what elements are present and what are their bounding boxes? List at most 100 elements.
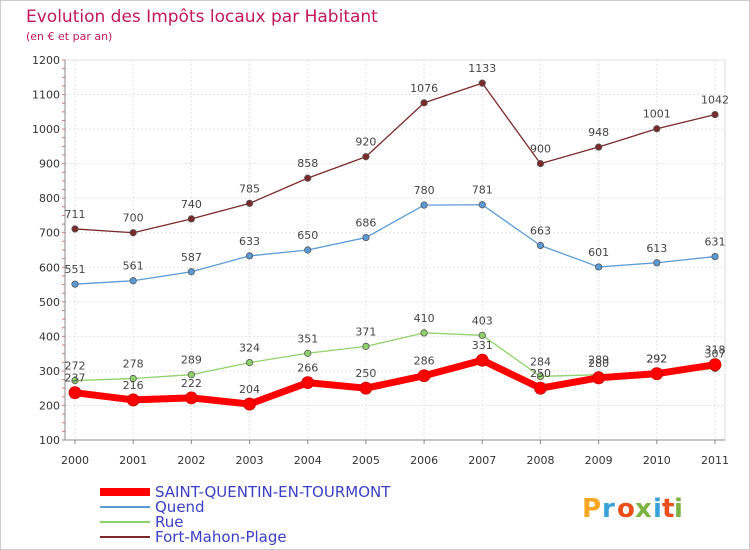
data-label: 278 [123, 358, 144, 371]
data-point [711, 110, 719, 119]
data-label: 633 [239, 235, 260, 248]
x-tick-label: 2007 [468, 454, 496, 467]
legend-label: Fort-Mahon-Plage [155, 528, 287, 546]
data-label: 663 [530, 225, 551, 238]
data-point [362, 153, 370, 161]
data-label: 650 [297, 229, 318, 242]
data-label: 351 [297, 332, 318, 345]
data-label: 250 [530, 367, 551, 380]
data-label: 601 [588, 246, 609, 259]
data-label: 204 [239, 383, 260, 396]
series-line [74, 204, 716, 285]
data-label: 403 [472, 314, 493, 327]
data-point [420, 201, 428, 209]
data-point [245, 199, 254, 207]
y-tick-label: 700 [39, 227, 60, 240]
data-point [129, 277, 137, 285]
x-tick-label: 2010 [643, 454, 671, 467]
data-label: 292 [646, 353, 667, 366]
data-label: 371 [355, 325, 376, 338]
logo-letter: P [582, 494, 601, 524]
data-point [536, 160, 545, 168]
x-tick-label: 2006 [410, 454, 438, 467]
data-point [478, 79, 486, 87]
y-tick-label: 400 [39, 330, 60, 343]
series-quend: 551 561 587 633 650 686 780 781 663 601 613 631 [65, 184, 726, 288]
data-label: 1076 [410, 82, 438, 95]
data-label: 324 [239, 342, 260, 355]
axes: 100 200 300 400 500 600 700 800 900 1000 1100 1200 2… [32, 54, 729, 467]
series-fort-mahon-plage: 711 700 740 785 858 920 1076 1133 900 948 1001 1042 [65, 62, 729, 237]
data-point [245, 359, 254, 367]
data-label: 292 [646, 353, 667, 366]
data-point [301, 376, 315, 390]
logo-letter: i [653, 494, 662, 524]
data-point [475, 353, 489, 367]
data-point [187, 371, 195, 379]
data-label: 587 [181, 251, 202, 264]
data-label: 410 [414, 312, 435, 325]
data-point [708, 358, 722, 372]
data-label: 561 [123, 260, 144, 273]
data-point [362, 342, 370, 350]
data-point [595, 143, 603, 151]
y-tick-label: 100 [39, 434, 60, 447]
y-tick-label: 300 [39, 365, 60, 378]
data-label: 686 [355, 217, 376, 230]
data-point [187, 215, 195, 223]
legend: SAINT-QUENTIN-EN-TOURMONTQuendRueFort-Ma… [100, 483, 391, 546]
data-label: 216 [123, 379, 144, 392]
legend-label: Rue [155, 513, 183, 531]
data-label: 289 [181, 354, 202, 367]
data-label: 740 [181, 198, 202, 211]
data-label: 613 [646, 242, 667, 255]
data-point [71, 280, 79, 288]
chart-subtitle: (en € et par an) [26, 30, 112, 43]
data-label: 785 [239, 182, 260, 195]
y-tick-label: 1200 [32, 54, 60, 67]
data-point [417, 369, 431, 383]
data-label: 250 [355, 367, 376, 380]
y-tick-label: 500 [39, 296, 60, 309]
data-point [126, 393, 140, 407]
y-tick-label: 600 [39, 261, 60, 274]
data-label: 272 [65, 360, 86, 373]
x-tick-label: 2004 [294, 454, 322, 467]
data-label: 280 [588, 357, 609, 370]
x-tick-label: 2002 [177, 454, 205, 467]
legend-label: Quend [155, 498, 205, 516]
x-tick-label: 2008 [526, 454, 554, 467]
y-tick-label: 1100 [32, 89, 60, 102]
y-tick-label: 1000 [32, 123, 60, 136]
logo-letter: r [602, 494, 615, 524]
data-label: 237 [65, 372, 86, 385]
data-label: 948 [588, 126, 609, 139]
data-label: 631 [705, 236, 726, 249]
y-tick-label: 900 [39, 158, 60, 171]
x-tick-label: 2005 [352, 454, 380, 467]
data-label: 318 [705, 344, 726, 357]
data-label: 900 [530, 143, 551, 156]
x-tick-label: 2001 [119, 454, 147, 467]
data-label: 222 [181, 377, 202, 390]
data-label: 284 [530, 355, 551, 368]
data-label: 858 [297, 157, 318, 170]
data-label: 920 [355, 136, 376, 149]
data-point [245, 252, 254, 260]
data-label: 307 [705, 347, 726, 360]
data-point [711, 252, 719, 261]
data-point [653, 259, 661, 267]
data-point [362, 233, 370, 242]
data-label: 266 [297, 362, 318, 375]
series-layer: 711 700 740 785 858 920 1076 1133 900 948 1001 1042… [65, 62, 729, 411]
data-point [534, 381, 547, 395]
data-point [129, 229, 137, 237]
data-point [592, 371, 606, 385]
data-label: 1133 [468, 62, 496, 75]
data-label: 711 [65, 208, 86, 221]
data-point [595, 263, 603, 271]
data-point [304, 349, 312, 357]
logo-letter: t [662, 494, 674, 524]
data-point [304, 174, 312, 182]
